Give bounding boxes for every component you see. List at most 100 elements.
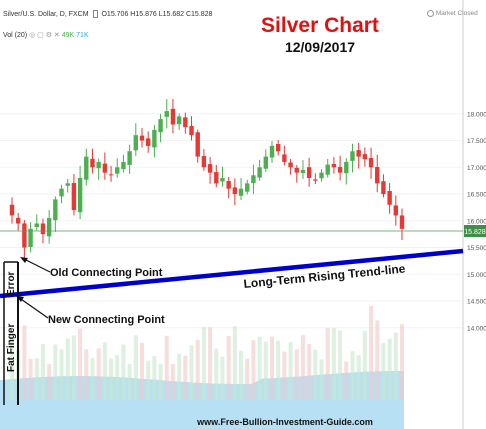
market-status: Market Closed xyxy=(427,10,478,17)
volume-bar xyxy=(22,325,27,400)
candle-body xyxy=(282,154,287,162)
candle-body xyxy=(207,164,213,173)
volume-bar xyxy=(189,345,194,400)
candle-body xyxy=(77,177,83,213)
volume-bar xyxy=(177,353,182,400)
volume-bar xyxy=(78,328,83,400)
volume-bar xyxy=(40,343,45,400)
candle-body xyxy=(9,204,15,216)
volume-bar xyxy=(362,330,367,400)
legend-toggle-icon[interactable] xyxy=(92,10,98,18)
candle-body xyxy=(164,111,169,117)
volume-bar xyxy=(307,343,312,400)
y-tick-label: 15.500 xyxy=(467,245,486,252)
candle-body xyxy=(183,117,188,128)
new-point-arrowhead xyxy=(16,296,24,302)
candle-body xyxy=(245,183,250,192)
fat-finger-label: Fat Finger xyxy=(6,324,17,372)
candle-body xyxy=(350,151,355,161)
candle-body xyxy=(220,177,225,182)
candle-body xyxy=(275,144,281,152)
volume-bar xyxy=(381,342,386,400)
candle-body xyxy=(300,169,306,173)
market-status-label: Market Closed xyxy=(435,10,478,18)
volume-bar xyxy=(214,348,219,400)
volume-bar xyxy=(65,338,70,400)
candle-body xyxy=(306,167,312,178)
candle-body xyxy=(59,188,64,197)
volume-bar xyxy=(375,320,380,400)
y-tick-label: 14.000 xyxy=(467,325,486,332)
candle-body xyxy=(331,163,337,168)
volume-bar xyxy=(84,349,89,400)
volume-indicator-name[interactable]: Vol (20) xyxy=(3,32,28,39)
candle-body xyxy=(115,167,120,174)
volume-bar xyxy=(90,357,95,400)
volume-bar xyxy=(282,351,287,400)
candle-body xyxy=(40,223,46,235)
candle-body xyxy=(313,179,318,181)
candle-body xyxy=(294,167,299,173)
candle-body xyxy=(145,138,151,146)
volume-bar xyxy=(356,355,361,400)
candle-body xyxy=(189,125,194,136)
volume-bar xyxy=(251,340,256,400)
candle-body xyxy=(399,215,405,229)
volume-bar xyxy=(338,330,343,400)
candle-body xyxy=(96,161,101,169)
volume-bar xyxy=(239,350,244,400)
candle-body xyxy=(53,199,58,221)
volume-bar xyxy=(102,342,107,400)
candle-body xyxy=(393,205,399,216)
candle-body xyxy=(71,183,77,211)
candle-body xyxy=(46,218,52,237)
volume-bar xyxy=(170,363,175,400)
candle-body xyxy=(238,188,244,196)
volume-value-2: 71K xyxy=(76,32,89,39)
volume-bar xyxy=(133,335,138,400)
candle-body xyxy=(127,151,132,165)
price-axis: 14.000 14.500 15.000 15.500 16.000 16.500 17.0… xyxy=(467,111,486,332)
candle-body xyxy=(387,191,392,205)
last-price-badge xyxy=(464,225,486,237)
candle-body xyxy=(34,223,39,228)
y-tick-label: 16.500 xyxy=(467,192,486,199)
candle-body xyxy=(121,161,126,170)
candle-body xyxy=(22,223,27,248)
candle-body xyxy=(28,228,33,247)
candle-body xyxy=(263,156,269,169)
candle-body xyxy=(90,158,95,168)
candle-body xyxy=(15,217,21,224)
candle-body xyxy=(344,161,349,174)
volume-bar xyxy=(270,336,274,400)
volume-bar xyxy=(232,326,237,400)
y-tick-label: 16.000 xyxy=(467,218,486,225)
candle-body xyxy=(288,162,293,168)
candle-body xyxy=(226,181,231,189)
ohlc-high: H15.876 xyxy=(130,10,157,18)
volume-bar xyxy=(276,340,281,400)
candle-body xyxy=(214,172,219,184)
volume-bars xyxy=(0,305,404,429)
indicator-controls-icon[interactable]: ◎ ▢ ⚙ ✕ xyxy=(29,32,60,39)
candle-body xyxy=(170,108,176,125)
candle-body xyxy=(375,167,380,184)
candle-body xyxy=(152,129,157,148)
volume-bar xyxy=(127,363,132,400)
volume-bar xyxy=(71,335,76,400)
volume-bar xyxy=(319,359,324,400)
candle-body xyxy=(257,167,262,178)
volume-bar xyxy=(96,348,101,400)
volume-bar xyxy=(393,332,398,400)
volume-bar xyxy=(28,358,33,400)
old-point-arrowhead xyxy=(20,257,28,263)
volume-bar xyxy=(350,351,355,400)
chart-title: Silver Chart xyxy=(261,14,379,37)
candle-body xyxy=(158,119,163,133)
volume-bar xyxy=(53,344,58,400)
volume-bar xyxy=(245,358,250,400)
symbol-name[interactable]: Silver/U.S. Dollar, D, FXCM xyxy=(3,10,89,18)
candle-body xyxy=(381,181,386,195)
ohlc-low: L15.682 xyxy=(158,10,185,18)
